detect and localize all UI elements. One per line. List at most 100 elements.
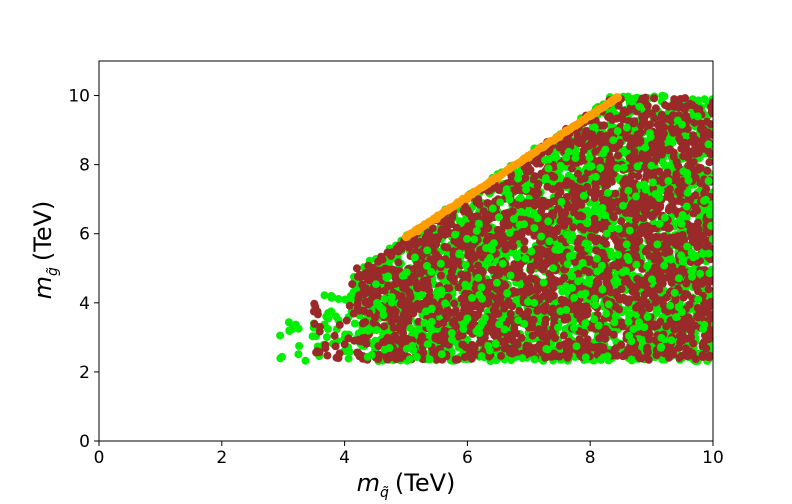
data-point-green xyxy=(648,178,657,187)
data-point-brown xyxy=(397,245,406,254)
data-point-brown xyxy=(406,278,415,287)
data-point-brown xyxy=(411,237,420,246)
data-point-brown xyxy=(604,266,613,275)
data-point-brown xyxy=(537,259,546,268)
data-point-brown xyxy=(475,200,484,209)
data-point-brown xyxy=(390,310,399,319)
data-point-brown xyxy=(686,195,695,204)
data-point-green xyxy=(582,206,591,215)
data-point-brown xyxy=(539,284,548,293)
data-point-brown xyxy=(653,321,662,330)
data-point-brown xyxy=(496,286,505,294)
data-point-brown xyxy=(517,333,526,342)
data-point-brown xyxy=(637,121,646,130)
data-point-brown xyxy=(690,228,699,237)
data-point-brown xyxy=(648,292,657,301)
data-point-brown xyxy=(383,333,392,342)
data-point-brown xyxy=(689,339,698,348)
data-point-green xyxy=(414,326,423,335)
data-point-brown xyxy=(465,227,474,235)
data-point-brown xyxy=(513,181,522,190)
data-point-brown xyxy=(506,309,515,318)
data-point-brown xyxy=(449,277,458,286)
data-point-green xyxy=(285,326,294,335)
data-point-brown xyxy=(694,218,702,227)
data-point-brown xyxy=(654,283,663,292)
data-point-brown xyxy=(550,173,559,182)
data-point-brown xyxy=(486,233,495,242)
data-point-brown xyxy=(660,123,668,132)
data-point-brown xyxy=(416,262,425,271)
data-point-brown xyxy=(349,309,358,318)
data-point-brown xyxy=(355,291,364,300)
data-point-green xyxy=(563,260,572,269)
data-point-brown xyxy=(361,318,370,327)
data-point-brown xyxy=(543,182,552,191)
data-point-green xyxy=(530,298,539,307)
data-point-brown xyxy=(693,304,702,312)
data-point-brown xyxy=(395,322,404,331)
data-point-brown xyxy=(571,182,580,191)
data-point-brown xyxy=(313,347,321,356)
data-point-brown xyxy=(484,224,493,232)
data-point-brown xyxy=(613,237,622,246)
data-point-brown xyxy=(635,236,644,245)
data-point-brown xyxy=(330,331,339,340)
data-point-brown xyxy=(664,102,673,111)
data-point-brown xyxy=(316,323,324,331)
data-point-brown xyxy=(414,317,423,326)
data-point-brown xyxy=(596,130,605,139)
data-point-brown xyxy=(682,279,691,288)
data-point-brown xyxy=(645,330,654,339)
data-point-brown xyxy=(707,120,713,129)
data-point-brown xyxy=(586,188,595,197)
data-point-brown xyxy=(402,285,410,293)
data-point-brown xyxy=(534,180,543,188)
data-point-brown xyxy=(625,208,634,217)
data-point-brown xyxy=(432,355,441,364)
data-point-green xyxy=(544,217,553,226)
data-point-brown xyxy=(667,278,676,287)
data-point-brown xyxy=(495,186,503,194)
data-point-brown xyxy=(637,279,646,288)
data-point-green xyxy=(301,356,310,365)
data-point-brown xyxy=(342,316,351,325)
data-point-green xyxy=(284,318,293,327)
data-point-brown xyxy=(587,130,596,138)
data-point-green xyxy=(294,350,303,359)
data-point-brown xyxy=(651,233,660,241)
data-point-brown xyxy=(453,239,462,247)
data-point-brown xyxy=(437,271,446,280)
data-point-brown xyxy=(566,346,575,354)
data-point-green xyxy=(506,271,515,280)
data-point-brown xyxy=(429,298,438,307)
data-point-brown xyxy=(672,98,681,107)
data-point-brown xyxy=(323,351,332,360)
data-point-brown xyxy=(662,187,671,196)
data-point-brown xyxy=(679,293,688,302)
data-point-brown xyxy=(555,341,564,350)
data-point-brown xyxy=(680,104,688,113)
data-point-brown xyxy=(703,166,712,175)
data-point-brown xyxy=(661,249,670,257)
data-point-brown xyxy=(458,340,467,349)
data-point-brown xyxy=(483,286,492,295)
data-point-brown xyxy=(676,137,685,146)
data-point-brown xyxy=(527,344,536,352)
data-point-brown xyxy=(702,242,711,251)
data-point-brown xyxy=(441,333,450,342)
data-point-brown xyxy=(624,298,633,307)
data-point-brown xyxy=(504,241,512,250)
data-point-brown xyxy=(586,256,595,264)
data-point-brown xyxy=(671,240,680,249)
data-point-brown xyxy=(628,134,637,143)
data-point-green xyxy=(614,251,623,260)
data-point-brown xyxy=(560,138,569,147)
data-point-brown xyxy=(461,242,469,251)
data-point-brown xyxy=(633,130,642,139)
data-point-green xyxy=(562,282,570,291)
data-point-green xyxy=(611,273,620,281)
data-point-brown xyxy=(694,287,702,296)
data-point-brown xyxy=(354,348,362,357)
